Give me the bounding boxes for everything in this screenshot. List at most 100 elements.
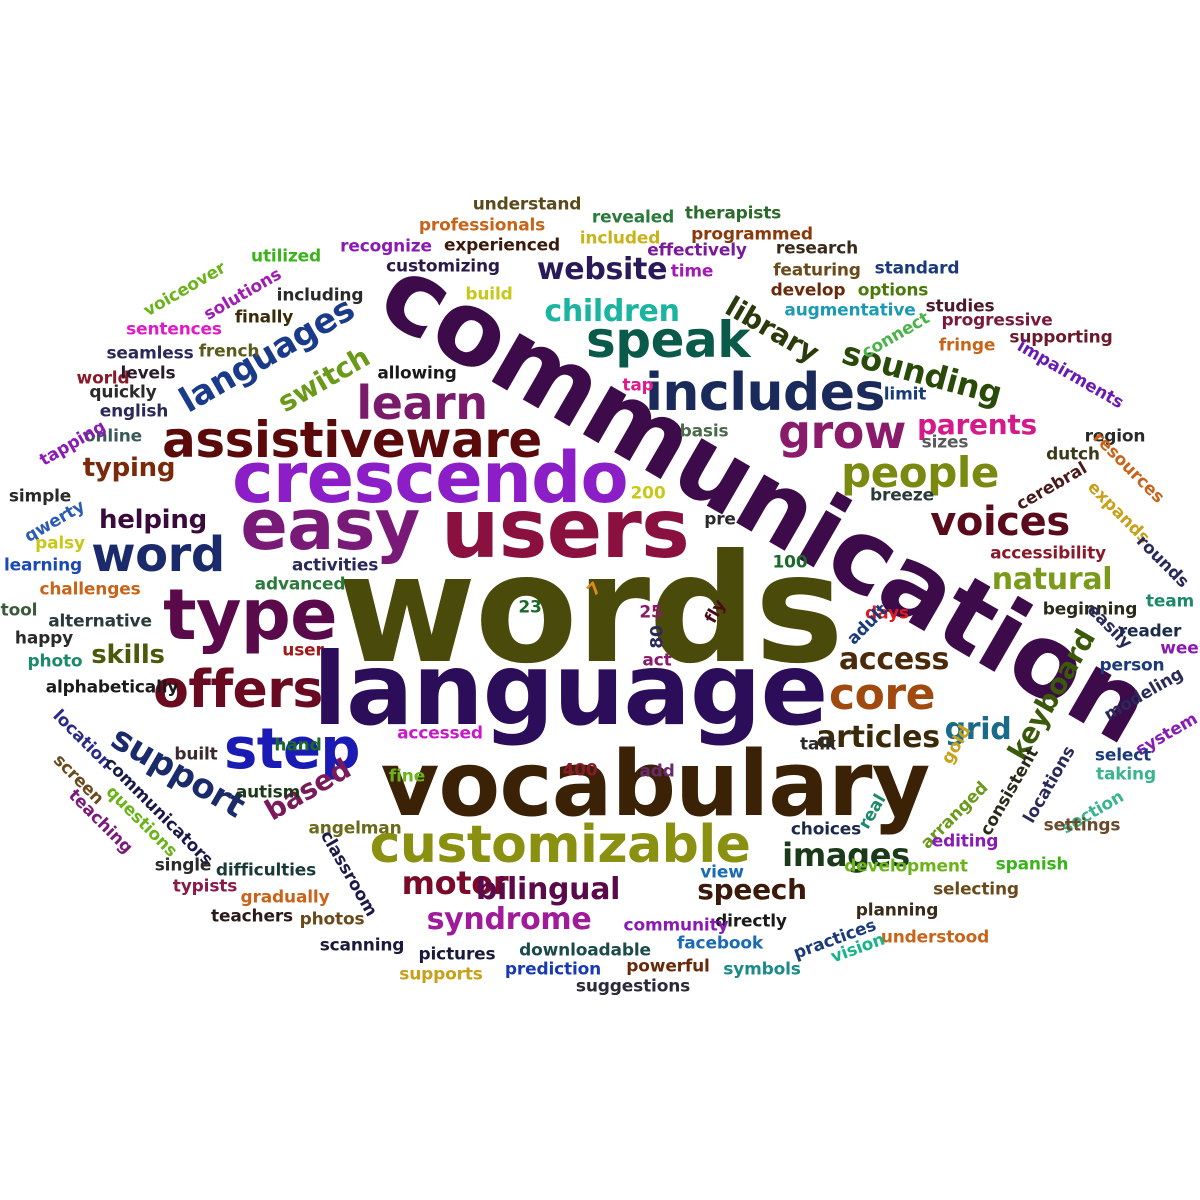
word-augmentative: augmentative [784, 300, 916, 321]
word-100: 100 [772, 552, 808, 573]
word-prediction: prediction [504, 959, 602, 980]
word-word: word [91, 527, 225, 583]
word-natural: natural [991, 562, 1113, 597]
word-dutch: dutch [1046, 444, 1100, 465]
word-language: language [312, 631, 829, 748]
word-impairments: impairments [1013, 336, 1127, 414]
word-400: 400 [562, 760, 598, 781]
word-easy: easy [240, 484, 420, 566]
word-programmed: programmed [691, 224, 813, 245]
word-allowing: allowing [377, 363, 457, 384]
word-200: 200 [630, 483, 666, 504]
word-gradually: gradually [240, 887, 330, 908]
word-english: english [99, 401, 169, 422]
word-powerful: powerful [626, 956, 710, 977]
word-motor: motor [401, 864, 509, 902]
word-reader: reader [1118, 621, 1182, 642]
word-quickly: quickly [89, 382, 157, 403]
word-articles: articles [816, 720, 940, 755]
word-professionals: professionals [418, 215, 546, 236]
word-challenges: challenges [39, 579, 141, 600]
word-select: select [1094, 745, 1152, 766]
word-syndrome: syndrome [426, 902, 592, 937]
word-tap: tap [622, 375, 654, 396]
word-sizes: sizes [921, 432, 969, 453]
word-grow: grow [778, 405, 906, 459]
word-photo: photo [27, 651, 83, 672]
word-built: built [174, 744, 218, 765]
word-therapists: therapists [684, 203, 782, 224]
word-community: community [623, 915, 729, 936]
word-happy: happy [14, 628, 74, 649]
word-studies: studies [925, 296, 995, 317]
word-crescendo: crescendo [232, 437, 629, 519]
word-team: team [1145, 591, 1195, 612]
word-bilingual: bilingual [475, 872, 621, 907]
word-seamless: seamless [106, 343, 194, 364]
word-understood: understood [880, 927, 990, 948]
word-experienced: experienced [444, 235, 560, 256]
word-view: view [700, 862, 744, 883]
word-difficulties: difficulties [215, 860, 317, 881]
word-supporting: supporting [1009, 327, 1113, 348]
word-photos: photos [299, 909, 365, 930]
word-utilized: utilized [251, 246, 321, 267]
word-step: step [224, 717, 360, 782]
word-choices: choices [790, 819, 862, 840]
word-talk: talk [799, 734, 837, 755]
word-children: children [544, 294, 680, 329]
word-scanning: scanning [319, 935, 405, 956]
word-fringe: fringe [938, 335, 996, 356]
word-pre: pre [704, 509, 736, 530]
word-typing: typing [82, 453, 176, 483]
word-editing: editing [931, 831, 999, 852]
word-breeze: breeze [869, 485, 935, 506]
word-activities: activities [291, 555, 379, 576]
word-effectively: effectively [647, 240, 747, 261]
word-time: time [670, 261, 714, 282]
word-region: region [1084, 426, 1146, 447]
word-learning: learning [3, 555, 83, 576]
word-25: 25 [639, 602, 663, 623]
word-hand: hand [274, 735, 322, 756]
word-alternative: alternative [48, 611, 152, 632]
word-voices: voices [930, 499, 1070, 545]
word-fine: fine [388, 766, 426, 787]
word-online: online [83, 426, 143, 447]
word-sentences: sentences [126, 319, 222, 340]
word-learn: learn [356, 376, 488, 430]
word-80: 80 [647, 625, 668, 649]
word-progressive: progressive [941, 310, 1053, 331]
word-revealed: revealed [591, 207, 675, 228]
word-customizable: customizable [369, 815, 751, 875]
word-tool: tool [0, 600, 38, 621]
word-rounds: rounds [1132, 531, 1193, 592]
word-vocabulary: vocabulary [380, 732, 931, 837]
word-assistiveware: assistiveware [162, 411, 542, 469]
word-user: user [282, 640, 324, 661]
word-people: people [841, 448, 999, 497]
word-french: french [198, 341, 260, 362]
word-person: person [1099, 655, 1165, 676]
word-speak: speak [586, 311, 750, 369]
word-downloadable: downloadable [519, 940, 651, 961]
word-included: included [579, 228, 661, 249]
word-access: access [838, 642, 950, 677]
word-featuring: featuring [773, 260, 861, 281]
word-website: website [536, 252, 668, 287]
word-words: words [337, 523, 844, 697]
word-selecting: selecting [933, 879, 1019, 900]
word-advanced: advanced [254, 574, 346, 595]
word-helping: helping [99, 505, 207, 535]
word-accessed: accessed [397, 723, 483, 744]
word-simple: simple [8, 486, 72, 507]
word-beginning: beginning [1042, 599, 1138, 620]
word-symbols: symbols [723, 959, 801, 980]
word-act: act [642, 650, 672, 671]
word-teachers: teachers [211, 906, 293, 927]
word-grid: grid [944, 712, 1012, 747]
word-supports: supports [399, 964, 483, 985]
word-users: users [441, 482, 690, 577]
word-levels: levels [120, 363, 176, 384]
